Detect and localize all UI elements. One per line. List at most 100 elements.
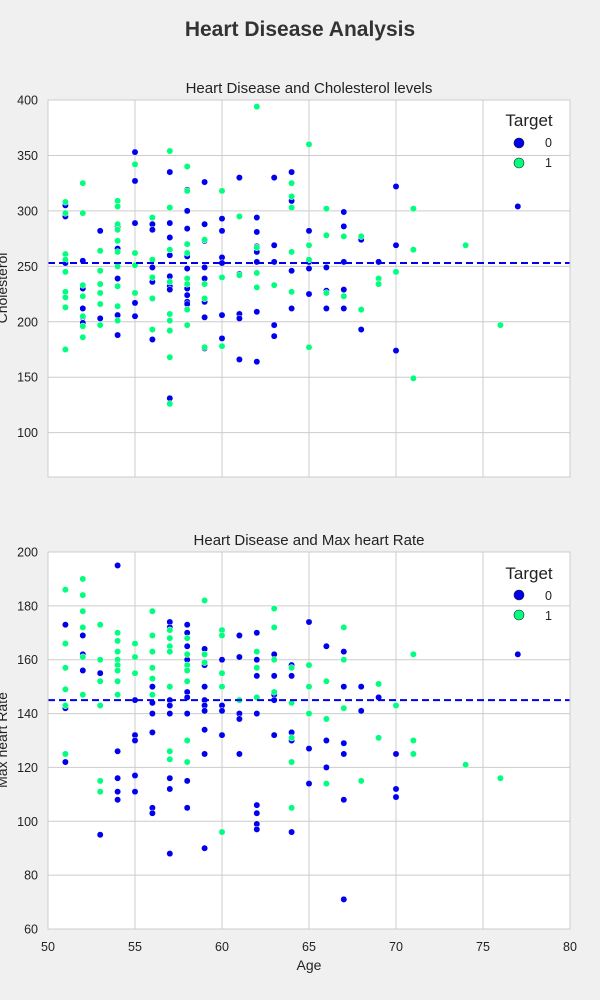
cholesterol-point-target-0: [114, 275, 122, 282]
max-heart-rate-point-target-1: [218, 632, 226, 639]
max-heart-rate-point-target-0: [201, 707, 209, 715]
max-heart-rate-point-target-1: [375, 680, 383, 688]
max-heart-rate-point-target-1: [253, 648, 261, 656]
cholesterol-point-target-1: [114, 202, 122, 210]
max-heart-rate-point-target-1: [131, 640, 139, 648]
cholesterol-point-target-1: [79, 333, 87, 341]
max-heart-rate-point-target-1: [96, 788, 104, 796]
max-heart-rate-point-target-1: [166, 634, 174, 642]
max-heart-rate-point-target-0: [235, 653, 243, 661]
cholesterol-point-target-1: [340, 232, 348, 240]
max-heart-rate-point-target-0: [340, 895, 348, 903]
cholesterol-point-target-0: [218, 227, 226, 235]
max-heart-rate-point-target-1: [166, 755, 174, 763]
max-heart-rate-point-target-1: [270, 688, 278, 696]
max-heart-rate-point-target-1: [148, 691, 156, 699]
max-heart-rate-point-target-1: [409, 650, 417, 658]
max-heart-rate-point-target-1: [305, 710, 313, 718]
cholesterol-point-target-1: [235, 212, 243, 220]
max-heart-rate-point-target-0: [183, 710, 191, 718]
cholesterol-point-target-0: [131, 177, 139, 185]
max-heart-rate-point-target-1: [79, 575, 87, 583]
max-heart-rate-point-target-1: [322, 715, 330, 723]
max-heart-rate-x-tick-label: 50: [41, 940, 55, 954]
cholesterol-point-target-0: [270, 258, 278, 266]
cholesterol-point-target-0: [183, 225, 191, 233]
max-heart-rate-y-axis-label: Max heart Rate: [0, 692, 10, 788]
cholesterol-point-target-1: [61, 268, 69, 276]
max-heart-rate-point-target-0: [183, 804, 191, 812]
max-heart-rate-point-target-0: [322, 642, 330, 650]
cholesterol-point-target-1: [218, 187, 226, 195]
cholesterol-point-target-0: [288, 267, 296, 275]
cholesterol-point-target-1: [79, 281, 87, 289]
cholesterol-point-target-1: [496, 321, 504, 329]
cholesterol-point-target-1: [166, 246, 174, 254]
max-heart-rate-point-target-1: [201, 597, 209, 604]
max-heart-rate-point-target-0: [114, 562, 122, 569]
max-heart-rate-point-target-1: [61, 586, 69, 594]
max-heart-rate-point-target-0: [253, 672, 261, 680]
max-heart-rate-point-target-0: [201, 726, 209, 734]
cholesterol-legend-marker-1: [513, 157, 525, 169]
cholesterol-point-target-0: [288, 305, 296, 312]
cholesterol-point-target-1: [288, 288, 296, 296]
cholesterol-point-target-1: [96, 280, 104, 288]
max-heart-rate-point-target-0: [357, 707, 365, 715]
max-heart-rate-point-target-0: [235, 750, 243, 758]
cholesterol-y-tick-label: 100: [17, 426, 38, 440]
cholesterol-point-target-1: [322, 231, 330, 239]
cholesterol-point-target-1: [79, 322, 87, 330]
max-heart-rate-point-target-1: [305, 661, 313, 669]
max-heart-rate-point-target-0: [288, 828, 296, 836]
max-heart-rate-point-target-1: [166, 747, 174, 755]
max-heart-rate-point-target-1: [340, 704, 348, 712]
max-heart-rate-point-target-0: [183, 693, 191, 701]
cholesterol-point-target-1: [79, 209, 87, 217]
max-heart-rate-y-tick-label: 140: [17, 707, 38, 721]
cholesterol-point-target-0: [166, 234, 174, 241]
cholesterol-point-target-0: [270, 321, 278, 329]
max-heart-rate-point-target-0: [322, 763, 330, 771]
cholesterol-point-target-1: [409, 374, 417, 382]
cholesterol-y-tick-label: 300: [17, 204, 38, 218]
cholesterol-point-target-0: [253, 308, 261, 316]
cholesterol-point-target-1: [322, 289, 330, 297]
cholesterol-point-target-0: [357, 326, 365, 333]
max-heart-rate-point-target-0: [253, 809, 261, 817]
cholesterol-point-target-1: [183, 321, 191, 329]
max-heart-rate-x-tick-label: 70: [389, 940, 403, 954]
cholesterol-point-target-1: [166, 278, 174, 286]
cholesterol-y-axis-label: Cholesterol: [0, 253, 10, 324]
max-heart-rate-y-tick-label: 80: [24, 869, 38, 883]
cholesterol-point-target-1: [183, 306, 191, 314]
max-heart-rate-point-target-1: [305, 683, 313, 691]
cholesterol-point-target-1: [166, 327, 174, 335]
cholesterol-point-target-1: [218, 273, 226, 281]
cholesterol-point-target-1: [114, 248, 122, 256]
cholesterol-legend-marker-0: [513, 137, 525, 149]
cholesterol-point-target-1: [462, 241, 470, 249]
cholesterol-point-target-1: [166, 204, 174, 212]
max-heart-rate-point-target-1: [183, 650, 191, 658]
cholesterol-point-target-0: [201, 263, 209, 271]
max-heart-rate-point-target-0: [253, 710, 261, 718]
cholesterol-point-target-0: [322, 305, 330, 312]
cholesterol-point-target-0: [253, 258, 261, 266]
max-heart-rate-point-target-1: [218, 669, 226, 677]
max-heart-rate-point-target-1: [96, 677, 104, 685]
cholesterol-point-target-1: [288, 193, 296, 200]
cholesterol-point-target-1: [253, 283, 261, 291]
max-heart-rate-point-target-0: [288, 672, 296, 680]
max-heart-rate-point-target-1: [462, 761, 470, 769]
cholesterol-point-target-1: [409, 246, 417, 254]
max-heart-rate-point-target-0: [148, 710, 156, 718]
max-heart-rate-point-target-0: [392, 793, 400, 801]
cholesterol-point-target-1: [61, 256, 69, 264]
cholesterol-point-target-0: [218, 215, 226, 223]
max-heart-rate-point-target-0: [148, 809, 156, 817]
max-heart-rate-point-target-1: [114, 637, 122, 645]
max-heart-rate-y-tick-label: 60: [24, 923, 38, 937]
cholesterol-chart-title: Heart Disease and Cholesterol levels: [186, 80, 433, 97]
